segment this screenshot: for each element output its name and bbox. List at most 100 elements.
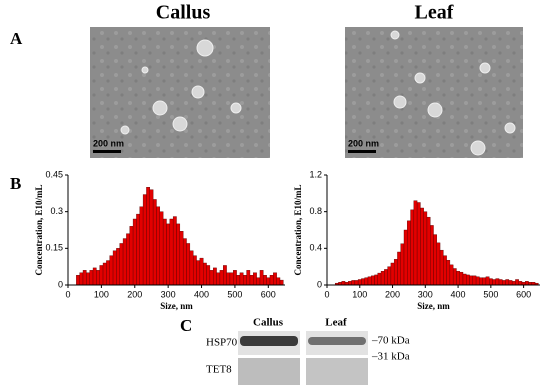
bar [246, 270, 251, 286]
x-tick-label: 600 [261, 289, 276, 299]
bar [243, 275, 247, 286]
bar [508, 280, 513, 286]
x-tick-label: 200 [385, 289, 400, 299]
bar [112, 250, 117, 286]
bar [259, 270, 264, 286]
x-tick-label: 0 [65, 289, 70, 299]
y-tick-label: 0.15 [45, 243, 63, 253]
bar [505, 279, 510, 286]
sem-image [90, 27, 270, 158]
bar [203, 262, 207, 286]
vesicles [390, 30, 516, 156]
bar [420, 207, 424, 286]
band [240, 336, 298, 346]
scale-bar [93, 150, 121, 153]
bar [159, 211, 164, 286]
bar [511, 281, 516, 286]
row-label: TET8 [206, 364, 232, 376]
bar [263, 275, 267, 286]
bar [364, 277, 369, 286]
bar [152, 199, 157, 286]
bar [426, 216, 431, 286]
bar [96, 270, 100, 286]
bar [196, 260, 201, 286]
y-tick-label: 0.8 [309, 206, 322, 216]
x-tick-label: 400 [194, 289, 209, 299]
bar [469, 275, 474, 286]
bar [226, 272, 231, 286]
bar [106, 260, 110, 286]
bar [489, 278, 493, 286]
bar [515, 279, 519, 286]
x-tick-label: 100 [352, 289, 367, 299]
bar [92, 267, 97, 286]
bar [423, 211, 428, 286]
bar [407, 220, 411, 286]
bar [341, 281, 346, 286]
vesicles [120, 39, 242, 135]
bar [149, 189, 154, 286]
bar [146, 187, 150, 286]
bar [229, 272, 234, 286]
bar [495, 278, 500, 286]
bar [357, 279, 362, 286]
bar [348, 281, 352, 286]
scale-bar [348, 150, 376, 153]
bar [172, 216, 177, 286]
bar [413, 200, 418, 286]
x-tick-label: 0 [324, 289, 329, 299]
bar [380, 271, 385, 286]
row-label: HSP70 [206, 337, 238, 349]
bar [518, 281, 523, 286]
bar [449, 264, 454, 286]
x-tick-label: 300 [161, 289, 176, 299]
bar [223, 265, 227, 286]
bar [209, 270, 214, 286]
bar [86, 272, 90, 286]
y-tick-label: 1.2 [309, 169, 322, 179]
bar [390, 262, 395, 286]
bar [351, 280, 356, 286]
bar [186, 243, 191, 286]
bar [367, 276, 372, 286]
bar [166, 223, 171, 286]
lane-label: Leaf [325, 317, 347, 329]
bar [430, 225, 434, 286]
bar [253, 272, 257, 286]
bar [475, 276, 480, 286]
bar [443, 255, 447, 286]
marker-label: –31 kDa [371, 351, 410, 363]
bar [206, 265, 211, 286]
bar [236, 275, 241, 286]
bar [116, 248, 120, 286]
bar [213, 267, 217, 286]
bar [136, 213, 140, 286]
x-axis-label: Size, nm [160, 301, 193, 311]
panel-label: B [10, 174, 21, 193]
bar [436, 242, 441, 286]
bar [492, 279, 496, 286]
bar [239, 272, 244, 286]
scale-label: 200 nm [348, 138, 379, 148]
band [308, 337, 366, 345]
x-tick-label: 200 [127, 289, 142, 299]
bar [122, 238, 127, 286]
x-tick-label: 400 [451, 289, 466, 299]
bar [99, 265, 104, 286]
bar [182, 238, 187, 286]
scale-label: 200 nm [93, 138, 124, 148]
x-axis-label: Size, nm [417, 301, 450, 311]
x-tick-label: 600 [516, 289, 531, 299]
bar [384, 269, 388, 286]
bar [126, 233, 130, 286]
sem-image [345, 27, 523, 158]
panel-label: C [180, 316, 192, 335]
marker-label: –70 kDa [371, 335, 410, 347]
bar [279, 279, 284, 286]
bar [102, 262, 107, 286]
x-tick-label: 100 [94, 289, 109, 299]
bar [109, 255, 114, 286]
bar [393, 259, 398, 286]
bar [189, 250, 194, 286]
